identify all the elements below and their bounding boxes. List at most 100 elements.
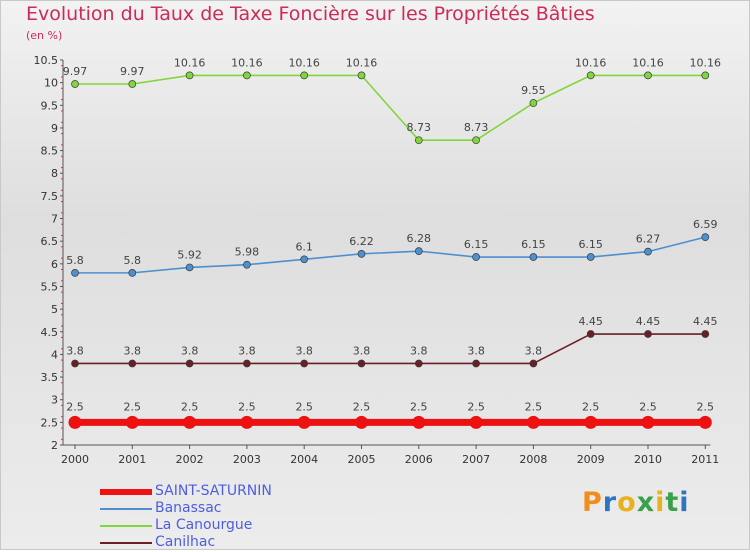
- legend-label-canilhac: Canilhac: [155, 534, 216, 550]
- data-label-canilhac: 3.8: [525, 344, 543, 357]
- data-label-canilhac: 3.8: [181, 344, 199, 357]
- legend-swatch-saint: [100, 489, 152, 495]
- y-tick-label: 7: [51, 213, 58, 226]
- data-label-saint: 2.5: [295, 400, 313, 413]
- data-label-canourgue: 10.16: [690, 56, 722, 69]
- data-point-canourgue: [300, 71, 309, 80]
- data-label-canourgue: 10.16: [632, 56, 664, 69]
- x-tick-label: 2001: [118, 453, 146, 466]
- data-label-canilhac: 4.45: [636, 315, 661, 328]
- y-tick-label: 4.5: [41, 326, 59, 339]
- series-line-banassac: [75, 236, 706, 274]
- x-tick-label: 2010: [634, 453, 662, 466]
- data-point-banassac: [701, 233, 710, 241]
- data-label-banassac: 5.92: [177, 248, 202, 261]
- data-point-canourgue: [414, 136, 423, 145]
- data-label-canilhac: 3.8: [295, 344, 313, 357]
- data-label-canourgue: 8.73: [464, 121, 489, 134]
- data-label-canourgue: 10.16: [231, 56, 263, 69]
- chart-series: [68, 71, 712, 429]
- data-point-canilhac: [128, 359, 137, 368]
- chart-axes: 2 2.5 3 3.5 4 4.5 5 5.5 6 6.5 7 7.5 8 8.5 9 9.5 10 10.5 20…: [34, 54, 720, 466]
- data-point-banassac: [243, 260, 251, 269]
- data-label-saint: 2.5: [66, 400, 84, 413]
- data-label-saint: 2.5: [697, 400, 715, 413]
- data-label-banassac: 6.15: [578, 238, 603, 251]
- data-label-banassac: 6.28: [407, 232, 432, 245]
- data-point-canourgue: [71, 80, 79, 88]
- data-point-canourgue: [243, 71, 251, 80]
- data-point-saint: [412, 415, 426, 429]
- legend-label-banassac: Banassac: [155, 500, 222, 516]
- x-tick-label: 2002: [176, 453, 204, 466]
- logo-letter: r: [602, 487, 618, 518]
- legend-swatch-banassac: [100, 508, 152, 510]
- logo-letter: x: [636, 487, 656, 518]
- data-label-saint: 2.5: [525, 400, 543, 413]
- legend-label-canourgue: La Canourgue: [155, 517, 253, 533]
- legend-label-saint: SAINT-SATURNIN: [155, 483, 272, 499]
- data-label-banassac: 5.98: [235, 246, 260, 259]
- data-label-canourgue: 10.16: [288, 56, 320, 69]
- data-point-saint: [240, 415, 254, 429]
- data-label-saint: 2.5: [639, 400, 657, 413]
- data-label-banassac: 5.8: [124, 254, 142, 267]
- data-label-canilhac: 3.8: [238, 344, 256, 357]
- y-tick-label: 3.5: [41, 371, 59, 384]
- data-label-canilhac: 3.8: [124, 344, 142, 357]
- data-label-saint: 2.5: [181, 400, 199, 413]
- y-tick-label: 8.5: [41, 145, 59, 158]
- proxiti-logo: Proxiti: [582, 487, 690, 518]
- x-tick-label: 2007: [462, 453, 490, 466]
- logo-letter: t: [665, 487, 680, 518]
- data-label-banassac: 6.59: [693, 218, 718, 231]
- data-label-saint: 2.5: [467, 400, 485, 413]
- chart-data-labels: 5.8 5.8 5.92 5.98 6.1 6.22 6.28 6.15 6.15 6.15 6.2…: [63, 56, 721, 413]
- y-tick-label: 6.5: [41, 235, 59, 248]
- data-point-banassac: [71, 269, 79, 277]
- x-tick-label: 2008: [519, 453, 547, 466]
- data-point-canilhac: [185, 359, 194, 368]
- data-point-banassac: [300, 255, 309, 264]
- y-tick-label: 8: [51, 167, 58, 180]
- data-label-canourgue: 9.97: [120, 65, 145, 78]
- data-label-canilhac: 3.8: [353, 344, 371, 357]
- data-point-canourgue: [357, 71, 366, 80]
- data-label-canourgue: 10.16: [346, 56, 378, 69]
- chart-subtitle: (en %): [26, 29, 63, 42]
- series-line-canilhac: [75, 333, 706, 365]
- data-point-canilhac: [300, 359, 309, 368]
- legend-swatch-canilhac: [100, 542, 152, 544]
- data-point-saint: [584, 415, 598, 429]
- data-label-canourgue: 8.73: [407, 121, 432, 134]
- data-point-canilhac: [586, 330, 595, 338]
- data-point-canourgue: [644, 71, 652, 80]
- data-label-saint: 2.5: [124, 400, 142, 413]
- chart-title: Evolution du Taux de Taxe Foncière sur l…: [26, 3, 595, 25]
- data-point-saint: [183, 415, 197, 429]
- data-point-canilhac: [701, 330, 710, 338]
- y-tick-label: 5: [51, 303, 58, 316]
- x-tick-label: 2005: [348, 453, 376, 466]
- data-point-banassac: [586, 253, 595, 261]
- data-label-canourgue: 9.97: [63, 65, 88, 78]
- x-tick-label: 2004: [290, 453, 318, 466]
- data-label-banassac: 6.1: [295, 240, 313, 253]
- y-tick-label: 3: [51, 394, 58, 407]
- data-label-banassac: 6.22: [349, 235, 374, 248]
- data-label-canourgue: 10.16: [174, 56, 206, 69]
- data-label-banassac: 6.15: [464, 238, 489, 251]
- data-point-canourgue: [185, 71, 194, 80]
- data-label-canilhac: 3.8: [467, 344, 485, 357]
- logo-letter: i: [655, 487, 666, 518]
- x-tick-label: 2006: [405, 453, 433, 466]
- series-line-canourgue: [75, 74, 706, 141]
- data-point-banassac: [128, 269, 137, 277]
- logo-letter: o: [617, 487, 637, 518]
- data-point-canilhac: [472, 359, 480, 368]
- data-point-canilhac: [644, 330, 652, 338]
- y-tick-label: 2: [51, 439, 58, 452]
- x-tick-label: 2009: [577, 453, 605, 466]
- data-point-banassac: [414, 247, 423, 255]
